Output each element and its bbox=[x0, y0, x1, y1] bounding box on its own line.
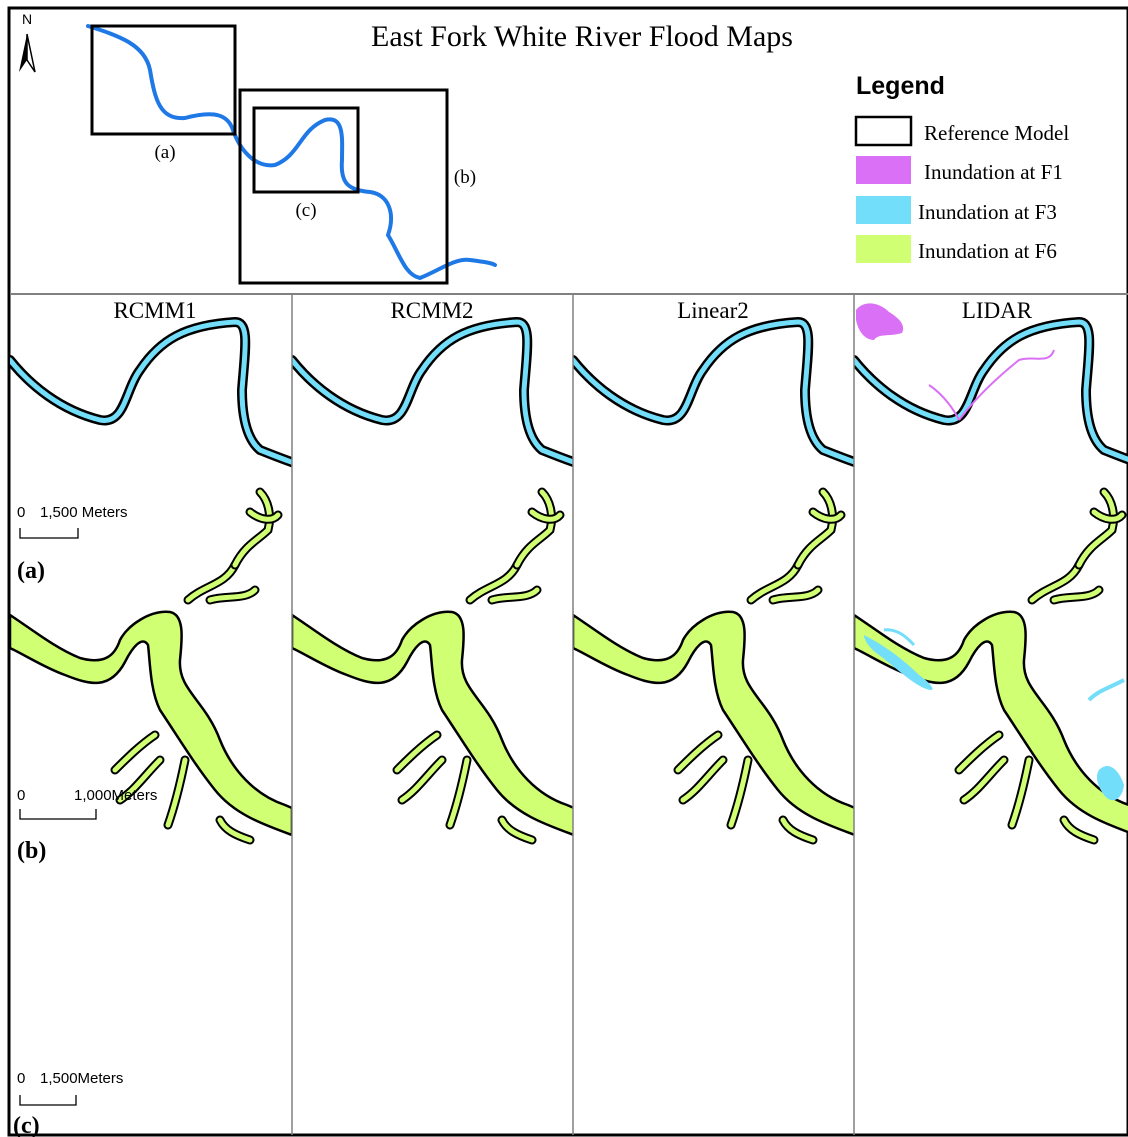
inundation-f6-tributary bbox=[1051, 587, 1102, 603]
inundation-f6-tributary bbox=[728, 757, 751, 828]
inundation-f6-tributary bbox=[956, 732, 1002, 773]
scale-text-c: 1,500Meters bbox=[40, 1070, 123, 1087]
column-header-linear2: Linear2 bbox=[677, 298, 749, 323]
scale-zero-c: 0 bbox=[17, 1070, 25, 1087]
inundation-f6-tributary bbox=[165, 757, 188, 828]
inundation-f6-tributary bbox=[232, 489, 273, 568]
extent-label-b: (b) bbox=[454, 167, 476, 188]
inundation-f6-tributary bbox=[185, 562, 238, 603]
north-label: N bbox=[22, 11, 32, 27]
inundation-f6-tributary bbox=[207, 587, 258, 603]
comparison-panels bbox=[10, 303, 1128, 845]
map-panel-col-4 bbox=[854, 303, 1128, 845]
inundation-f6-tributary bbox=[675, 732, 721, 773]
inundation-f6-tributary bbox=[1009, 757, 1032, 828]
scale-text-a: 1,500 Meters bbox=[40, 504, 128, 521]
legend-swatch-f1 bbox=[856, 156, 911, 184]
legend-swatch-f3 bbox=[856, 196, 911, 224]
inundation-f6-tributary bbox=[499, 817, 535, 843]
row-label-b: (b) bbox=[17, 838, 46, 864]
lidar-extent-f3 bbox=[864, 635, 933, 690]
inundation-f6-tributary bbox=[680, 757, 726, 803]
inundation-f6-tributary bbox=[810, 509, 844, 522]
row-label-a: (a) bbox=[17, 558, 45, 584]
column-header-rcmm2: RCMM2 bbox=[390, 298, 473, 323]
column-header-lidar: LIDAR bbox=[962, 298, 1033, 323]
inundation-f6-tributary bbox=[112, 732, 158, 773]
inundation-f3 bbox=[292, 319, 573, 465]
inundation-f6-tributary bbox=[447, 757, 470, 828]
legend-label-f3: Inundation at F3 bbox=[918, 200, 1057, 224]
column-header-rcmm1: RCMM1 bbox=[113, 298, 196, 323]
inundation-f6-tributary bbox=[1076, 489, 1117, 568]
legend-heading: Legend bbox=[856, 72, 945, 100]
lidar-extent-f3 bbox=[1096, 765, 1124, 801]
map-panel-col-1 bbox=[10, 316, 292, 845]
legend-label-reference: Reference Model bbox=[924, 121, 1069, 145]
inundation-f6 bbox=[292, 610, 573, 836]
legend: Legend Reference Model Inundation at F1 … bbox=[854, 72, 1069, 263]
map-title: East Fork White River Flood Maps bbox=[371, 20, 793, 53]
inundation-f3 bbox=[854, 319, 1128, 463]
lidar-extent-f1 bbox=[958, 349, 1055, 421]
inundation-f6-tributary bbox=[489, 587, 540, 603]
inundation-f6-tributary bbox=[780, 817, 816, 843]
legend-label-f1: Inundation at F1 bbox=[924, 160, 1063, 184]
inundation-f6-tributary bbox=[529, 509, 563, 522]
scale-zero-b: 0 bbox=[17, 787, 25, 804]
inundation-f6-tributary bbox=[467, 562, 520, 603]
extent-label-c: (c) bbox=[295, 200, 316, 221]
lidar-extent-f3 bbox=[1087, 678, 1125, 702]
inundation-f6 bbox=[10, 610, 292, 837]
scale-bar-c: 0 1,500Meters bbox=[17, 1070, 123, 1106]
extent-box-c bbox=[252, 106, 360, 194]
inundation-f6 bbox=[854, 610, 1128, 834]
extent-box-b bbox=[238, 88, 449, 285]
river-line bbox=[86, 24, 497, 281]
scale-zero-a: 0 bbox=[17, 504, 25, 521]
map-panel-col-3 bbox=[573, 316, 854, 845]
inundation-f6 bbox=[573, 610, 854, 836]
inundation-f6-tributary bbox=[1029, 562, 1082, 603]
inundation-f6-tributary bbox=[514, 489, 555, 568]
inundation-f6-tributary bbox=[217, 817, 253, 843]
extent-label-a: (a) bbox=[154, 142, 175, 163]
inundation-f6-tributary bbox=[770, 587, 821, 603]
row-label-c: (c) bbox=[13, 1113, 40, 1137]
inundation-f6-tributary bbox=[394, 732, 440, 773]
scale-bar-a: 0 1,500 Meters bbox=[17, 504, 128, 539]
scale-bar-b: 0 1,000Meters bbox=[17, 787, 157, 820]
inundation-f6-tributary bbox=[117, 757, 163, 803]
inundation-f3 bbox=[573, 319, 854, 465]
lidar-extent-f1 bbox=[856, 303, 904, 340]
inundation-f6-tributary bbox=[795, 489, 836, 568]
lidar-extent-f1 bbox=[928, 384, 960, 421]
map-panel-col-2 bbox=[292, 316, 573, 845]
north-arrow-icon: N bbox=[19, 11, 36, 73]
inundation-f6-tributary bbox=[961, 757, 1007, 803]
inundation-f6-tributary bbox=[1091, 509, 1125, 522]
inundation-f3 bbox=[10, 319, 292, 465]
legend-swatch-reference bbox=[854, 115, 913, 147]
lidar-extent-f3 bbox=[883, 628, 916, 647]
overview-map: N (a) (b) (c) bbox=[19, 11, 497, 285]
legend-label-f6: Inundation at F6 bbox=[918, 239, 1057, 263]
figure-border bbox=[7, 6, 1128, 1137]
inundation-f6-tributary bbox=[247, 509, 281, 522]
scale-text-b: 1,000Meters bbox=[74, 787, 157, 804]
legend-swatch-f6 bbox=[856, 235, 911, 263]
inundation-f6-tributary bbox=[748, 562, 801, 603]
inundation-f6-tributary bbox=[1061, 817, 1097, 843]
inundation-f6-tributary bbox=[399, 757, 445, 803]
extent-box-a bbox=[90, 24, 237, 136]
